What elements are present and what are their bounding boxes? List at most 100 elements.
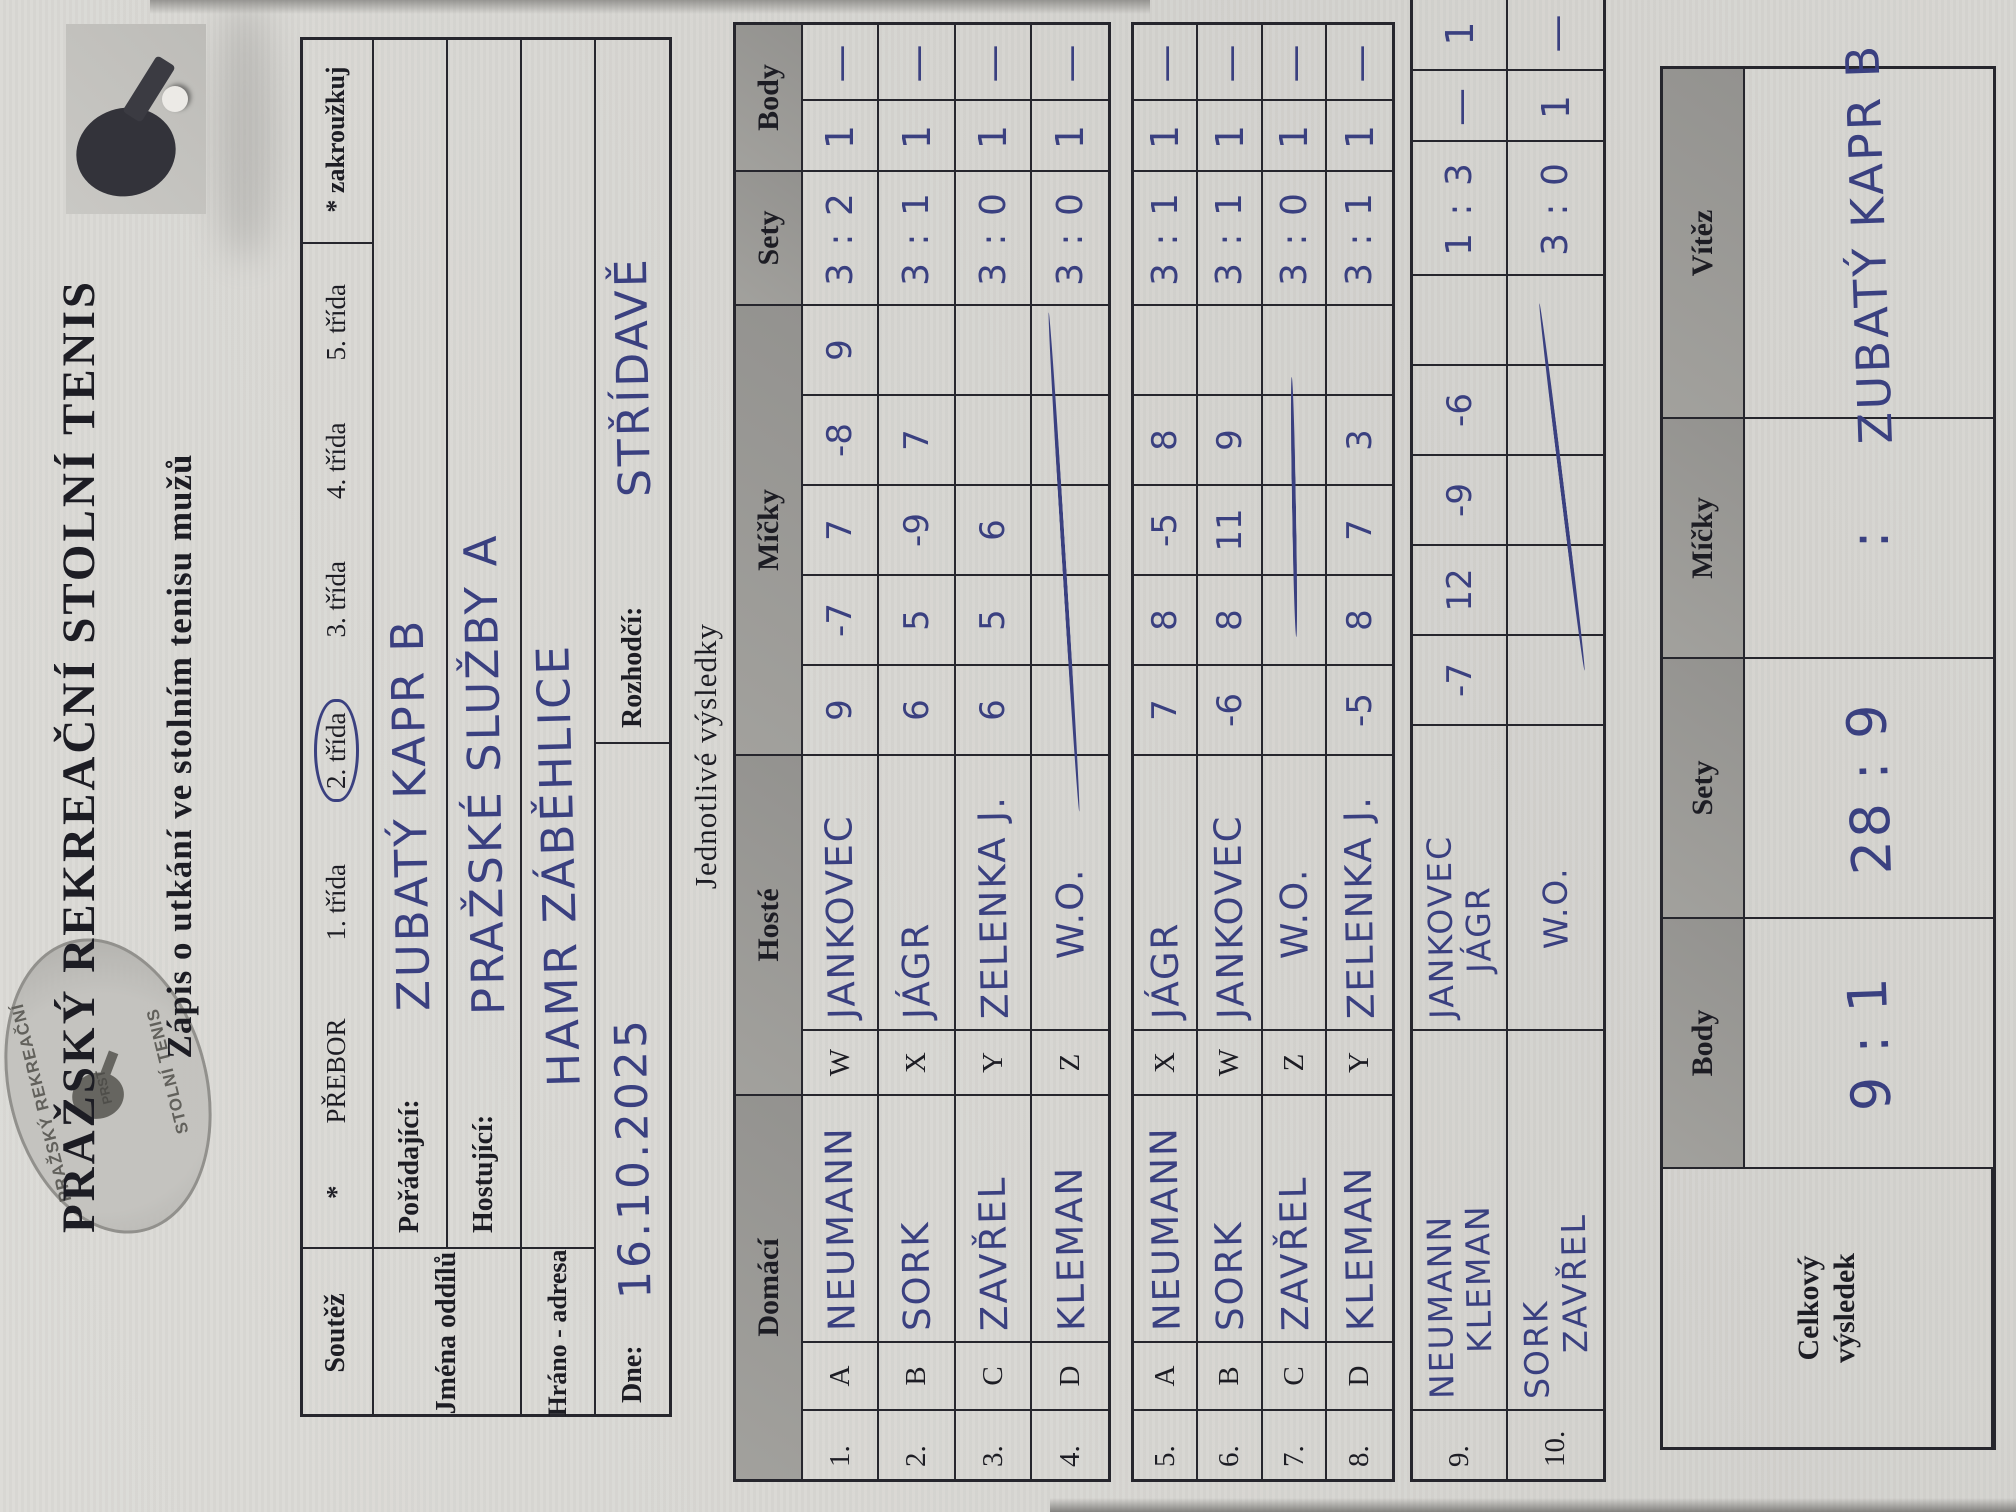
section-title: Jednotlivé výsledky [688, 622, 723, 890]
set-score: 12 [1413, 544, 1508, 634]
set-score [1327, 304, 1392, 394]
col-header-sety: Sety [736, 170, 803, 304]
class-4: 4. třída [320, 422, 351, 499]
results-table-1: Domácí Hosté Míčky Sety Body 1. A NEUMAN… [733, 22, 1111, 1482]
guest-player: W.O. [1032, 754, 1108, 1029]
photo-shadow-left [1050, 1498, 2016, 1512]
sets-total: 3 : 0 [956, 170, 1032, 304]
set-score: -6 [1413, 364, 1508, 454]
sets-total: 3 : 1 [1327, 170, 1392, 304]
set-score [1508, 634, 1603, 724]
set-score [1508, 544, 1603, 634]
match-info-table: Soutěž * PŘEBOR 1. třída 2. třída 3. tří… [300, 37, 672, 1417]
col-header-hoste: Hosté [736, 754, 803, 1094]
set-score: 11 [1198, 484, 1263, 574]
match-number: 8. [1327, 1409, 1392, 1479]
adresa-label: Hráno - adresa [522, 1247, 596, 1417]
home-player: NEUMANN [1134, 1094, 1198, 1341]
guest-letter: X [1134, 1029, 1198, 1094]
page-subtitle: Zápis o utkání ve stolním tenisu mužů [160, 453, 199, 1059]
guest-player: JÁGR [1134, 754, 1198, 1029]
home-player: ZAVŘEL [1263, 1094, 1327, 1341]
home-letter: C [1263, 1341, 1327, 1409]
set-score [1413, 274, 1508, 364]
soutez-label: Soutěž [300, 1247, 374, 1417]
points-home: 1 [1508, 69, 1603, 140]
guest-letter: X [879, 1029, 956, 1094]
dne-value: 16.10.2025 [605, 1017, 661, 1300]
points-home: — [1413, 69, 1508, 140]
home-letter: A [803, 1341, 879, 1409]
guest-player: W.O. [1263, 754, 1327, 1029]
set-score: 9 [803, 304, 879, 394]
points-home: 1 [879, 99, 956, 170]
rozhodci-row: Rozhodčí: STŘÍDAVĚ [596, 37, 670, 742]
poradajici-row: Pořádající: ZUBATÝ KAPR B [374, 37, 448, 1247]
points-home: 1 [1134, 99, 1198, 170]
dne-row: Dne: 16.10.2025 [596, 742, 670, 1417]
home-player: SORK [879, 1094, 956, 1341]
hostujici-label: Hostující: [468, 1114, 499, 1233]
points-home: 1 [1327, 99, 1392, 170]
poradajici-value: ZUBATÝ KAPR B [380, 617, 440, 1012]
jmena-oddilu-label: Jména oddílů [374, 1247, 522, 1417]
points-home: 1 [1198, 99, 1263, 170]
points-guest: — [956, 25, 1032, 99]
home-pair: NEUMANN KLEMAN [1413, 1029, 1508, 1409]
points-home: 1 [956, 99, 1032, 170]
points-guest: 1 [1413, 0, 1508, 69]
sets-total: 3 : 1 [1198, 170, 1263, 304]
results-table-doubles: 9. NEUMANN KLEMAN JANKOVEC JÁGR -7 12 -9… [1410, 0, 1606, 1482]
summary-label: Celkový výsledek [1663, 1167, 1993, 1447]
summary-header-body: Body [1663, 917, 1745, 1167]
set-score: -5 [1327, 664, 1392, 754]
class-3: 3. třída [320, 561, 351, 638]
set-score: -8 [803, 394, 879, 484]
set-score: -6 [1198, 664, 1263, 754]
home-letter: A [1134, 1341, 1198, 1409]
guest-player: JANKOVEC [803, 754, 879, 1029]
sets-total: 3 : 2 [803, 170, 879, 304]
summary-sety-value: 28 : 9 [1745, 657, 1993, 917]
set-score [1198, 304, 1263, 394]
guest-player: ZELENKA J. [1327, 754, 1392, 1029]
sets-total: 3 : 1 [1134, 170, 1198, 304]
hostujici-value: PRAŽSKÉ SLUŽBY A [453, 531, 515, 1016]
set-score: 6 [879, 664, 956, 754]
guest-pair: JANKOVEC JÁGR [1413, 724, 1508, 1029]
match-number: 2. [879, 1409, 956, 1479]
home-letter: D [1327, 1341, 1392, 1409]
guest-letter: Y [1327, 1029, 1392, 1094]
home-letter: C [956, 1341, 1032, 1409]
set-score: -7 [803, 574, 879, 664]
rozhodci-label: Rozhodčí: [617, 606, 648, 728]
set-score: 5 [879, 574, 956, 664]
set-score [1032, 394, 1108, 484]
set-score: 6 [956, 484, 1032, 574]
set-score: -5 [1134, 484, 1198, 574]
class-2-circled: 2. třída [313, 699, 359, 802]
home-player: ZAVŘEL [956, 1094, 1032, 1341]
set-score: 9 [803, 664, 879, 754]
sets-total: 1 : 3 [1413, 140, 1508, 274]
set-score: 7 [803, 484, 879, 574]
results-table-2: 5. A NEUMANN X JÁGR 7 8 -5 8 3 : 1 1 — 6… [1131, 22, 1395, 1482]
guest-pair: W.O. [1508, 724, 1603, 1029]
set-score [956, 394, 1032, 484]
home-player: KLEMAN [1327, 1094, 1392, 1341]
home-letter: D [1032, 1341, 1108, 1409]
match-number: 4. [1032, 1409, 1108, 1479]
set-score [1263, 664, 1327, 754]
set-score [879, 304, 956, 394]
home-player: KLEMAN [1032, 1094, 1108, 1341]
home-pair: SORK ZAVŘEL [1508, 1029, 1603, 1409]
set-score: 3 [1327, 394, 1392, 484]
points-guest: — [1263, 25, 1327, 99]
dne-label: Dne: [617, 1345, 648, 1403]
adresa-value: HAMR ZÁBĚHLICE [525, 642, 591, 1088]
poradajici-label: Pořádající: [394, 1099, 425, 1233]
set-score: 8 [1198, 574, 1263, 664]
set-score: 8 [1327, 574, 1392, 664]
set-score [1263, 304, 1327, 394]
